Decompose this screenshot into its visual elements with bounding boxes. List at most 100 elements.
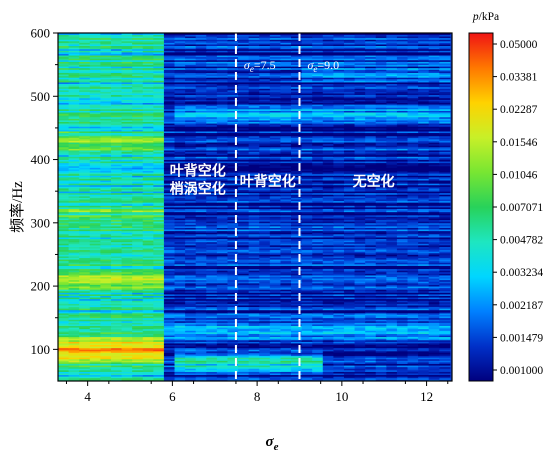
heatmap-cell bbox=[248, 254, 260, 257]
heatmap-cell bbox=[58, 246, 70, 249]
heatmap-cell bbox=[216, 377, 229, 380]
heatmap-cell bbox=[248, 303, 260, 306]
heatmap-cell bbox=[142, 213, 154, 216]
heatmap-cell bbox=[396, 352, 409, 355]
heatmap-cell bbox=[343, 294, 356, 296]
heatmap-cell bbox=[343, 377, 356, 380]
heatmap-cell bbox=[163, 357, 176, 360]
heatmap-cell bbox=[58, 265, 70, 268]
heatmap-cell bbox=[132, 178, 144, 181]
heatmap-cell bbox=[365, 282, 377, 285]
heatmap-cell bbox=[153, 260, 165, 263]
heatmap-cell bbox=[269, 267, 282, 270]
heatmap-cell bbox=[89, 346, 101, 349]
heatmap-cell bbox=[100, 191, 112, 194]
heatmap-cell bbox=[195, 322, 207, 325]
heatmap-cell bbox=[407, 341, 419, 344]
heatmap-cell bbox=[365, 229, 377, 232]
heatmap-cell bbox=[121, 243, 133, 246]
heatmap-cell bbox=[58, 314, 70, 317]
heatmap-cell bbox=[100, 213, 112, 216]
heatmap-cell bbox=[79, 360, 91, 363]
heatmap-cell bbox=[68, 199, 80, 202]
heatmap-cell bbox=[428, 303, 440, 306]
heatmap-cell bbox=[153, 224, 165, 227]
heatmap-cell bbox=[216, 366, 229, 369]
heatmap-cell bbox=[238, 324, 250, 327]
heatmap-cell bbox=[312, 286, 324, 289]
heatmap-cell bbox=[396, 189, 409, 192]
heatmap-cell bbox=[132, 195, 144, 198]
heatmap-cell bbox=[216, 349, 229, 352]
heatmap-cell bbox=[89, 344, 101, 347]
heatmap-cell bbox=[163, 188, 176, 190]
heatmap-cell bbox=[121, 352, 133, 355]
heatmap-cell bbox=[79, 238, 91, 241]
heatmap-cell bbox=[365, 276, 377, 279]
heatmap-cell bbox=[227, 240, 239, 243]
heatmap-cell bbox=[280, 338, 292, 341]
heatmap-cell bbox=[89, 237, 101, 240]
heatmap-cell bbox=[407, 224, 419, 227]
heatmap-cell bbox=[280, 309, 292, 312]
heatmap-cell bbox=[153, 368, 165, 371]
heatmap-cell bbox=[322, 205, 334, 208]
heatmap-cell bbox=[428, 183, 440, 186]
heatmap-cell bbox=[163, 211, 176, 214]
heatmap-cell bbox=[153, 309, 165, 312]
heatmap-cell bbox=[280, 365, 292, 368]
heatmap-cell bbox=[386, 184, 398, 187]
heatmap-cell bbox=[238, 263, 250, 266]
heatmap-cell bbox=[89, 181, 101, 184]
heatmap-cell bbox=[174, 286, 186, 289]
heatmap-cell bbox=[227, 368, 239, 371]
heatmap-cell bbox=[79, 365, 91, 368]
heatmap-cell bbox=[343, 346, 356, 349]
heatmap-cell bbox=[163, 371, 176, 374]
heatmap-cell bbox=[100, 297, 112, 300]
heatmap-cell bbox=[110, 278, 123, 281]
heatmap-cell bbox=[216, 360, 229, 363]
heatmap-cell bbox=[216, 338, 229, 341]
heatmap-cell bbox=[163, 322, 176, 325]
heatmap-cell bbox=[333, 278, 345, 281]
heatmap-cell bbox=[439, 181, 451, 184]
heatmap-cell bbox=[206, 276, 218, 279]
heatmap-cell bbox=[365, 194, 377, 197]
heatmap-cell bbox=[386, 210, 398, 213]
heatmap-cell bbox=[333, 369, 345, 372]
heatmap-cell bbox=[291, 352, 303, 355]
heatmap-cell bbox=[343, 292, 356, 295]
heatmap-cell bbox=[259, 358, 271, 361]
heatmap-cell bbox=[312, 349, 324, 352]
heatmap-cell bbox=[418, 292, 430, 295]
heatmap-cell bbox=[312, 306, 324, 309]
heatmap-cell bbox=[269, 328, 282, 331]
heatmap-cell bbox=[291, 230, 303, 233]
heatmap-cell bbox=[153, 249, 165, 252]
heatmap-cell bbox=[280, 276, 292, 279]
heatmap-cell bbox=[343, 316, 356, 319]
heatmap-cell bbox=[142, 308, 154, 311]
heatmap-cell bbox=[238, 232, 250, 235]
heatmap-cell bbox=[58, 305, 70, 308]
heatmap-cell bbox=[163, 325, 176, 328]
heatmap-cell bbox=[142, 219, 154, 222]
heatmap-cell bbox=[110, 189, 123, 192]
heatmap-cell bbox=[68, 238, 80, 241]
heatmap-cell bbox=[206, 371, 218, 374]
heatmap-cell bbox=[132, 210, 144, 213]
heatmap-cell bbox=[227, 289, 239, 292]
heatmap-cell bbox=[269, 341, 282, 344]
heatmap-cell bbox=[68, 172, 80, 175]
heatmap-cell bbox=[121, 308, 133, 311]
heatmap-cell bbox=[174, 289, 186, 292]
heatmap-cell bbox=[163, 194, 176, 197]
heatmap-cell bbox=[68, 286, 80, 289]
heatmap-cell bbox=[259, 169, 271, 172]
heatmap-cell bbox=[418, 260, 430, 263]
heatmap-cell bbox=[100, 362, 112, 364]
heatmap-cell bbox=[280, 290, 292, 293]
heatmap-cell bbox=[79, 322, 91, 325]
heatmap-cell bbox=[428, 219, 440, 222]
